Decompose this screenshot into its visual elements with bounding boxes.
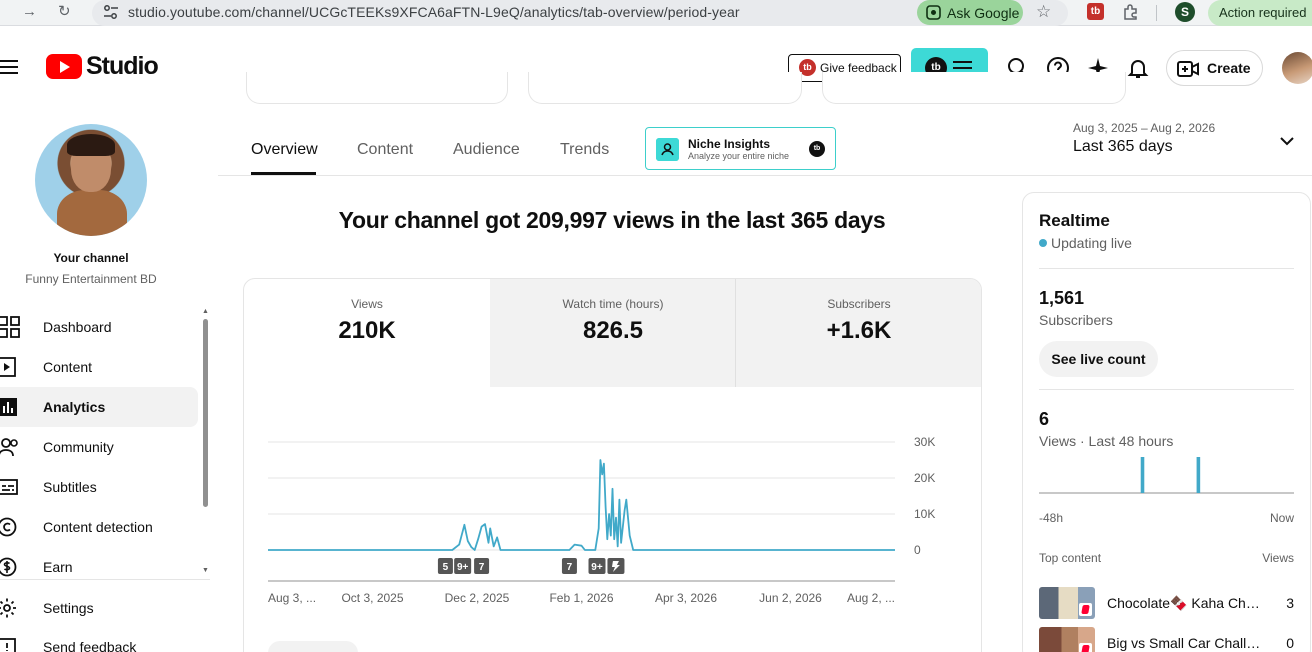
community-icon [0, 438, 18, 457]
realtime-bar[interactable] [1196, 457, 1201, 493]
page-headline: Your channel got 209,997 views in the la… [338, 207, 886, 233]
channel-avatar[interactable] [35, 124, 147, 236]
sparkle-icon[interactable] [1086, 56, 1110, 80]
action-required-button[interactable]: Action required [1208, 0, 1312, 26]
tabs-divider [218, 175, 1312, 176]
top-card-partial [246, 72, 508, 104]
realtime-bar[interactable] [1140, 457, 1145, 493]
create-button[interactable]: Create [1166, 50, 1263, 86]
sidebar-item-content-detection[interactable]: Content detection [0, 507, 198, 547]
tubebuddy-extension-icon[interactable]: tb [1087, 3, 1104, 20]
date-range-text[interactable]: Aug 3, 2025 – Aug 2, 2026 [1073, 121, 1216, 135]
menu-icon[interactable] [0, 60, 18, 74]
period-selector[interactable]: Last 365 days [1073, 138, 1173, 155]
tab-content[interactable]: Content [357, 141, 414, 158]
tubebuddy-icon: tb [799, 59, 816, 76]
shorts-icon [1079, 643, 1092, 652]
youtube-logo-icon[interactable] [46, 54, 82, 79]
studio-logo-text[interactable]: Studio [86, 52, 159, 80]
tab-overview[interactable]: Overview [251, 141, 318, 158]
dollar-icon [0, 557, 17, 577]
top-card-partial [822, 72, 1126, 104]
ask-google-button[interactable]: Ask Google [917, 0, 1023, 25]
chevron-down-icon[interactable] [1278, 132, 1296, 150]
video-thumbnail[interactable] [1039, 627, 1095, 652]
realtime-views-label: Views · Last 48 hours [1039, 433, 1174, 449]
sidebar-divider [0, 579, 210, 580]
realtime-bar-chart [1039, 457, 1294, 494]
feedback-icon [0, 638, 16, 652]
live-dot-icon [1039, 239, 1047, 247]
metric-views[interactable]: Views 210K [338, 297, 396, 344]
sidebar-item-analytics[interactable]: Analytics [0, 387, 198, 427]
notifications-icon[interactable] [1126, 56, 1150, 80]
sidebar-item-earn[interactable]: Earn [0, 547, 198, 587]
sidebar-item-content[interactable]: Content [0, 347, 198, 387]
realtime-divider [1039, 268, 1294, 269]
copyright-icon [0, 517, 17, 537]
tab-audience[interactable]: Audience [453, 141, 520, 158]
content-icon [0, 357, 16, 377]
see-live-count-button[interactable]: See live count [1039, 341, 1158, 377]
realtime-divider [1039, 389, 1294, 390]
analytics-card: Views 210K Watch time (hours) 826.5 Subs… [243, 278, 982, 652]
lens-icon [926, 5, 941, 20]
realtime-status: Updating live [1051, 235, 1132, 251]
reload-icon[interactable]: ↻ [58, 3, 71, 20]
sidebar-item-send-feedback[interactable]: Send feedback [0, 627, 198, 652]
metric-watch-time[interactable]: Watch time (hours) 826.5 [490, 279, 736, 387]
tubebuddy-icon: tb [809, 141, 825, 157]
subtitles-icon [0, 479, 18, 495]
realtime-title: Realtime [1039, 211, 1110, 230]
browser-toolbar: → ↻ studio.youtube.com/channel/UCGcTEEKs… [0, 0, 1312, 26]
realtime-subscribers-label: Subscribers [1039, 312, 1113, 328]
niche-people-icon [656, 138, 679, 161]
browser-profile-avatar[interactable]: S [1175, 2, 1195, 22]
realtime-views-value: 6 [1039, 409, 1050, 429]
sidebar-item-settings[interactable]: Settings [0, 588, 198, 628]
sidebar-scrollbar[interactable] [203, 319, 208, 507]
see-more-button-partial[interactable] [268, 641, 358, 652]
scroll-up-arrow-icon[interactable]: ▲ [202, 308, 209, 315]
top-content-label: Top content [1039, 551, 1102, 565]
url-text[interactable]: studio.youtube.com/channel/UCGcTEEKs9XFC… [128, 4, 740, 20]
tab-trends[interactable]: Trends [560, 141, 610, 158]
account-avatar[interactable] [1282, 52, 1312, 84]
video-thumbnail[interactable] [1039, 587, 1095, 619]
gear-icon [0, 598, 16, 618]
top-content-row[interactable]: Chocolate🍫 Kaha Chu... 3 [1039, 587, 1294, 621]
active-tab-indicator [251, 172, 316, 175]
dashboard-icon [0, 316, 20, 338]
scroll-down-arrow-icon[interactable]: ▼ [202, 567, 209, 574]
sidebar-item-community[interactable]: Community [0, 427, 198, 467]
channel-name: Funny Entertainment BD [25, 272, 157, 286]
top-content-views-header: Views [1262, 551, 1294, 565]
site-info-icon[interactable] [102, 3, 120, 21]
realtime-axis-end: Now [1269, 511, 1294, 525]
sidebar-item-dashboard[interactable]: Dashboard [0, 307, 198, 347]
sidebar: Your channel Funny Entertainment BD Dash… [0, 107, 216, 652]
shorts-icon [1079, 603, 1092, 616]
your-channel-label: Your channel [53, 251, 129, 265]
realtime-card: Realtime Updating live 1,561 Subscribers… [1022, 192, 1311, 652]
niche-insights-button[interactable]: Niche Insights Analyze your entire niche… [645, 127, 836, 170]
metric-subscribers[interactable]: Subscribers +1.6K [736, 279, 981, 387]
top-content-row[interactable]: Big vs Small Car Challe... 0 [1039, 627, 1294, 652]
forward-icon[interactable]: → [22, 3, 37, 20]
realtime-subscribers-value: 1,561 [1039, 288, 1085, 308]
realtime-axis-start: -48h [1039, 511, 1064, 525]
sidebar-item-subtitles[interactable]: Subtitles [0, 467, 198, 507]
toolbar-separator [1156, 5, 1157, 21]
address-bar[interactable] [92, 0, 1068, 26]
metric-divider [735, 279, 736, 387]
analytics-icon [0, 398, 17, 416]
extensions-icon[interactable] [1122, 3, 1140, 21]
top-card-partial [528, 72, 802, 104]
create-video-icon [1177, 61, 1199, 77]
bookmark-star-icon[interactable]: ☆ [1036, 2, 1052, 21]
